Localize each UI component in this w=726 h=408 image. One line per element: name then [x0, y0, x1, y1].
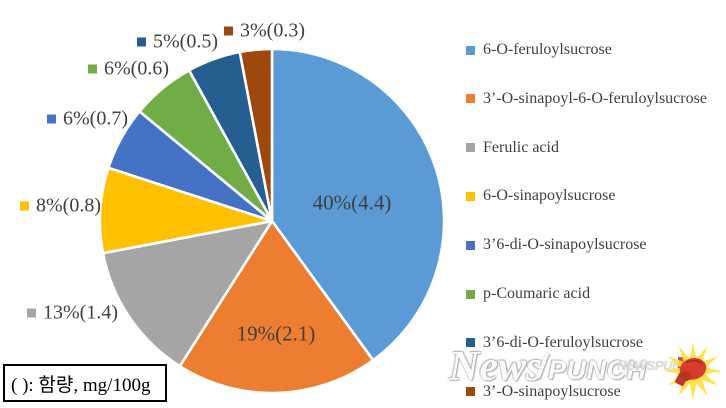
label-text: 6%(0.7): [63, 107, 128, 130]
label-text: 5%(0.5): [153, 30, 218, 53]
pie-slice-3-o-sinapoyl-6-o-feruloylsucrose: [178, 219, 375, 395]
pie-data-label-6-o-feruloylsucrose: 40%(4.4): [312, 190, 392, 215]
pie-callout-label-6-o-sinapoylsucrose: 8%(0.8): [20, 195, 101, 218]
label-marker-icon: [88, 64, 97, 74]
label-text: 6%(0.6): [104, 57, 169, 80]
pie-slice-3-o-sinapoylsucrose: [238, 47, 274, 223]
label-marker-icon: [27, 308, 36, 318]
label-marker-icon: [137, 37, 146, 47]
label-marker-icon: [224, 26, 233, 36]
pie-data-label-3-o-sinapoyl-6-o-feruloylsucrose: 19%(2.1): [236, 321, 316, 346]
label-text: 3%(0.3): [240, 19, 305, 42]
pie-slice-6-o-feruloylsucrose: [270, 47, 446, 362]
label-marker-icon: [20, 201, 29, 211]
pie-callout-label-3-6-di-o-feruloylsucrose: 5%(0.5): [137, 31, 218, 54]
label-marker-icon: [47, 114, 56, 124]
pie-callout-label-3-o-sinapoylsucrose: 3%(0.3): [224, 20, 305, 43]
unit-note-text: ( ): 함량, mg/100g: [11, 374, 151, 396]
pie-callout-label-ferulic-acid: 13%(1.4): [27, 302, 118, 325]
label-text: 13%(1.4): [43, 301, 118, 324]
pie-callout-label-3-6-di-o-sinapoylsucrose: 6%(0.7): [47, 108, 128, 131]
pie-callout-label-p-coumaric-acid: 6%(0.6): [88, 58, 169, 81]
label-text: 8%(0.8): [36, 194, 101, 217]
pie-slice-ferulic-acid: [101, 219, 274, 368]
unit-note-box: ( ): 함량, mg/100g: [3, 364, 167, 402]
